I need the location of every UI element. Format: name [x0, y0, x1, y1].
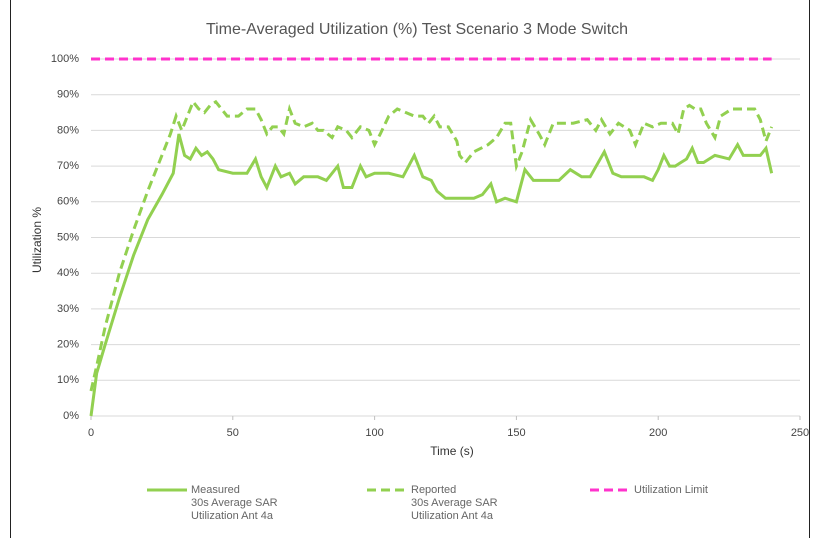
x-tick-label: 150 — [507, 427, 525, 439]
series-line — [89, 133, 774, 417]
y-tick-label: 0% — [63, 410, 79, 422]
x-axis-label: Time (s) — [430, 444, 474, 458]
y-tick-label: 50% — [57, 231, 79, 243]
chart-title: Time-Averaged Utilization (%) Test Scena… — [206, 21, 628, 38]
series-line — [89, 98, 774, 392]
x-tick-label: 250 — [791, 427, 809, 439]
legend-item: Measured 30s Average SAR Utilization Ant… — [147, 484, 278, 523]
y-tick-label: 20% — [57, 339, 79, 351]
y-tick-label: 100% — [51, 53, 79, 65]
y-tick-label: 80% — [57, 124, 79, 136]
x-tick-label: 50 — [227, 427, 239, 439]
x-tick-label: 0 — [88, 427, 94, 439]
y-tick-label: 60% — [57, 196, 79, 208]
y-tick-label: 30% — [57, 303, 79, 315]
legend-item: Reported 30s Average SAR Utilization Ant… — [367, 484, 498, 523]
y-tick-label: 70% — [57, 160, 79, 172]
legend-label: Reported 30s Average SAR Utilization Ant… — [411, 484, 498, 522]
frame — [10, 0, 810, 538]
y-tick-label: 40% — [57, 267, 79, 279]
y-tick-label: 90% — [57, 89, 79, 101]
legend-swatch — [367, 488, 407, 492]
legend-label: Utilization Limit — [634, 484, 708, 496]
y-tick-label: 10% — [57, 374, 79, 386]
y-axis-label: Utilization % — [30, 207, 44, 273]
legend-label: Measured 30s Average SAR Utilization Ant… — [191, 484, 278, 522]
x-tick-label: 100 — [365, 427, 383, 439]
legend-item: Utilization Limit — [590, 484, 708, 497]
x-tick-label: 200 — [649, 427, 667, 439]
legend-swatch — [590, 488, 630, 492]
legend-swatch — [147, 488, 187, 492]
